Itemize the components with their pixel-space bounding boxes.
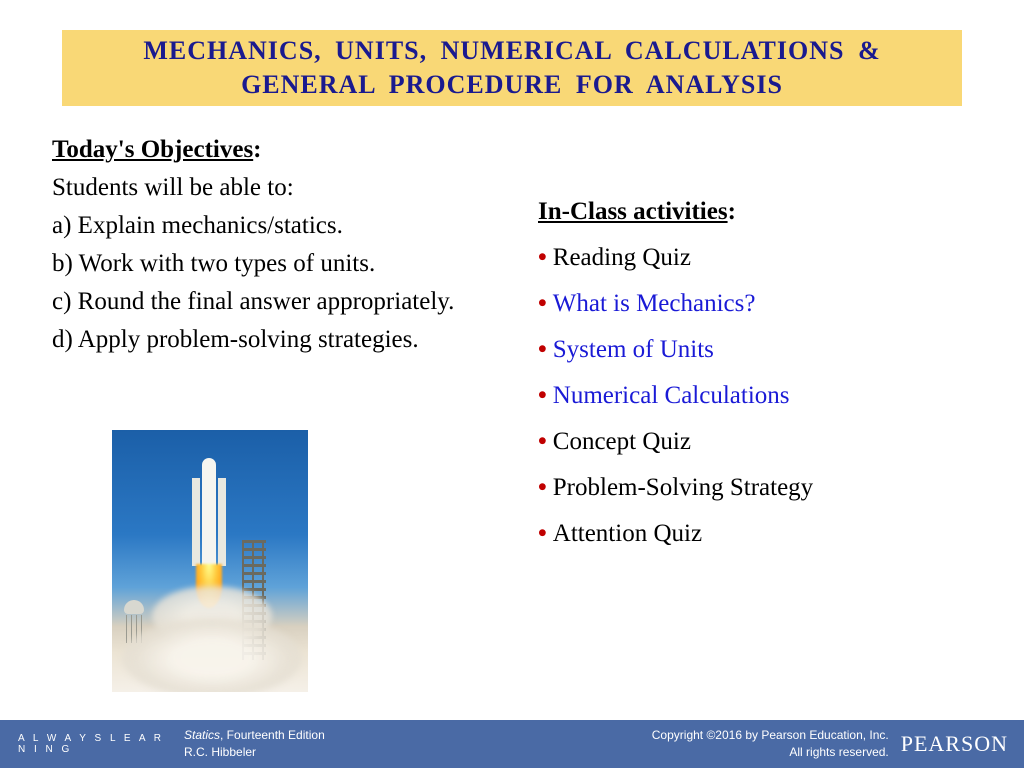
book-edition: , Fourteenth Edition — [220, 728, 325, 742]
slide-title: MECHANICS, UNITS, NUMERICAL CALCULATIONS… — [102, 34, 922, 102]
bullet-icon: • — [538, 428, 547, 455]
activities-section: In-Class activities: •Reading Quiz •What… — [538, 198, 988, 548]
bullet-icon: • — [538, 336, 547, 363]
copyright-line: Copyright ©2016 by Pearson Education, In… — [652, 727, 889, 744]
activity-item: •Attention Quiz — [538, 520, 988, 548]
activity-item: •Concept Quiz — [538, 428, 988, 456]
pearson-logo: PEARSON — [901, 731, 1008, 757]
rights-reserved-line: All rights reserved. — [652, 744, 889, 761]
bullet-icon: • — [538, 520, 547, 547]
activities-heading: In-Class activities — [538, 198, 728, 225]
activity-item: •System of Units — [538, 336, 988, 364]
rocket-launch-image — [112, 430, 308, 692]
objective-item: b) Work with two types of units. — [52, 250, 512, 278]
rocket-booster-icon — [218, 478, 226, 566]
activity-item: •Numerical Calculations — [538, 382, 988, 410]
activity-item: •Problem-Solving Strategy — [538, 474, 988, 502]
bullet-icon: • — [538, 290, 547, 317]
always-learning-tagline: A L W A Y S L E A R N I N G — [18, 733, 176, 755]
title-bar: MECHANICS, UNITS, NUMERICAL CALCULATIONS… — [62, 30, 962, 106]
smoke-icon — [122, 618, 302, 692]
activity-item: •Reading Quiz — [538, 244, 988, 272]
copyright-block: Copyright ©2016 by Pearson Education, In… — [652, 727, 889, 761]
book-author: R.C. Hibbeler — [184, 744, 325, 761]
objective-item: a) Explain mechanics/statics. — [52, 212, 512, 240]
objectives-section: Today's Objectives: Students will be abl… — [52, 136, 512, 354]
footer-bar: A L W A Y S L E A R N I N G Statics, Fou… — [0, 720, 1024, 768]
objectives-colon: : — [253, 136, 261, 163]
bullet-icon: • — [538, 382, 547, 409]
activity-item: •What is Mechanics? — [538, 290, 988, 318]
objectives-heading: Today's Objectives — [52, 136, 253, 163]
activities-colon: : — [728, 198, 736, 225]
rocket-booster-icon — [192, 478, 200, 566]
book-title: Statics — [184, 728, 220, 742]
rocket-body-icon — [202, 458, 216, 568]
objective-item: c) Round the final answer appropriately. — [52, 288, 512, 316]
bullet-icon: • — [538, 474, 547, 501]
bullet-icon: • — [538, 244, 547, 271]
objectives-intro: Students will be able to: — [52, 174, 512, 202]
book-info: Statics, Fourteenth Edition R.C. Hibbele… — [184, 727, 325, 761]
objective-item: d) Apply problem-solving strategies. — [52, 326, 512, 354]
